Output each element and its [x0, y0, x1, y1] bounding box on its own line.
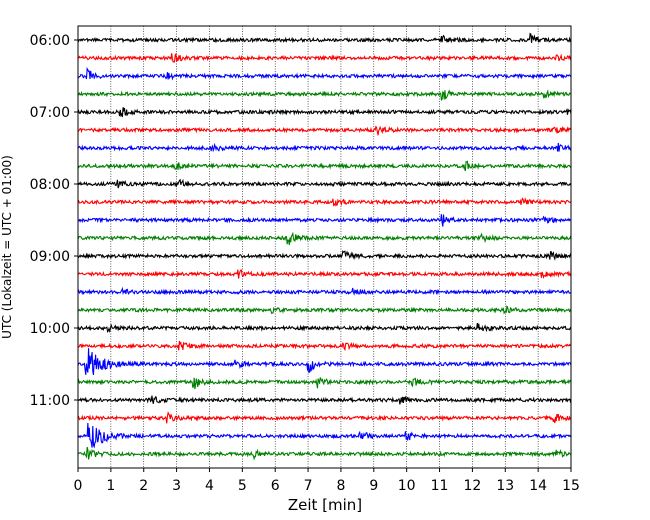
trace-row-1 — [78, 52, 571, 63]
trace-row-0 — [78, 32, 571, 44]
trace-row-23 — [78, 446, 571, 461]
trace-row-4 — [78, 107, 571, 118]
x-tick-label: 3 — [172, 478, 181, 494]
trace-row-10 — [78, 214, 571, 227]
x-tick-label: 12 — [463, 478, 481, 494]
y-tick-label: 08:00 — [30, 177, 70, 193]
trace-row-15 — [78, 305, 571, 315]
y-tick-label: 06:00 — [30, 33, 70, 49]
x-tick-label: 8 — [336, 478, 345, 494]
plot-frame — [77, 25, 572, 469]
x-tick-label: 13 — [496, 478, 514, 494]
trace-row-22 — [78, 423, 571, 449]
x-tick-label: 11 — [431, 478, 449, 494]
y-tick-label: 11:00 — [30, 393, 70, 409]
x-tick-label: 6 — [271, 478, 280, 494]
x-axis-label: Zeit [min] — [288, 496, 362, 514]
y-tick-label: 10:00 — [30, 321, 70, 337]
x-tick-label: 9 — [369, 478, 378, 494]
y-axis: 06:00 07:00 08:00 09:00 10:00 11:00 — [30, 33, 78, 409]
trace-row-14 — [78, 286, 571, 296]
x-tick-label: 5 — [238, 478, 247, 494]
trace-row-7 — [78, 160, 571, 172]
x-tick-label: 4 — [205, 478, 214, 494]
trace-row-8 — [78, 178, 571, 189]
y-axis-label: UTC (Lokalzeit = UTC + 01:00) — [0, 155, 14, 339]
trace-row-5 — [78, 125, 571, 136]
x-tick-label: 7 — [304, 478, 313, 494]
trace-row-19 — [78, 377, 571, 390]
trace-row-16 — [78, 322, 571, 334]
trace-row-12 — [78, 249, 571, 261]
traces — [78, 32, 571, 461]
x-tick-label: 14 — [529, 478, 547, 494]
trace-row-2 — [78, 67, 571, 81]
x-tick-label: 10 — [398, 478, 416, 494]
y-tick-label: 07:00 — [30, 105, 70, 121]
vertical-grid — [110, 26, 539, 468]
trace-row-6 — [78, 142, 571, 153]
x-tick-label: 1 — [106, 478, 115, 494]
trace-row-18 — [78, 348, 571, 375]
y-tick-label: 09:00 — [30, 249, 70, 265]
x-axis: 0 1 2 3 4 5 6 7 8 9 10 11 12 13 14 15 — [74, 468, 580, 494]
trace-row-9 — [78, 197, 571, 207]
trace-row-11 — [78, 231, 571, 245]
trace-row-3 — [78, 89, 571, 102]
trace-row-17 — [78, 340, 571, 352]
x-tick-label: 0 — [74, 478, 83, 494]
trace-row-21 — [78, 411, 571, 424]
x-tick-label: 2 — [139, 478, 148, 494]
trace-row-13 — [78, 269, 571, 280]
trace-row-20 — [78, 395, 571, 405]
x-tick-label: 15 — [562, 478, 580, 494]
